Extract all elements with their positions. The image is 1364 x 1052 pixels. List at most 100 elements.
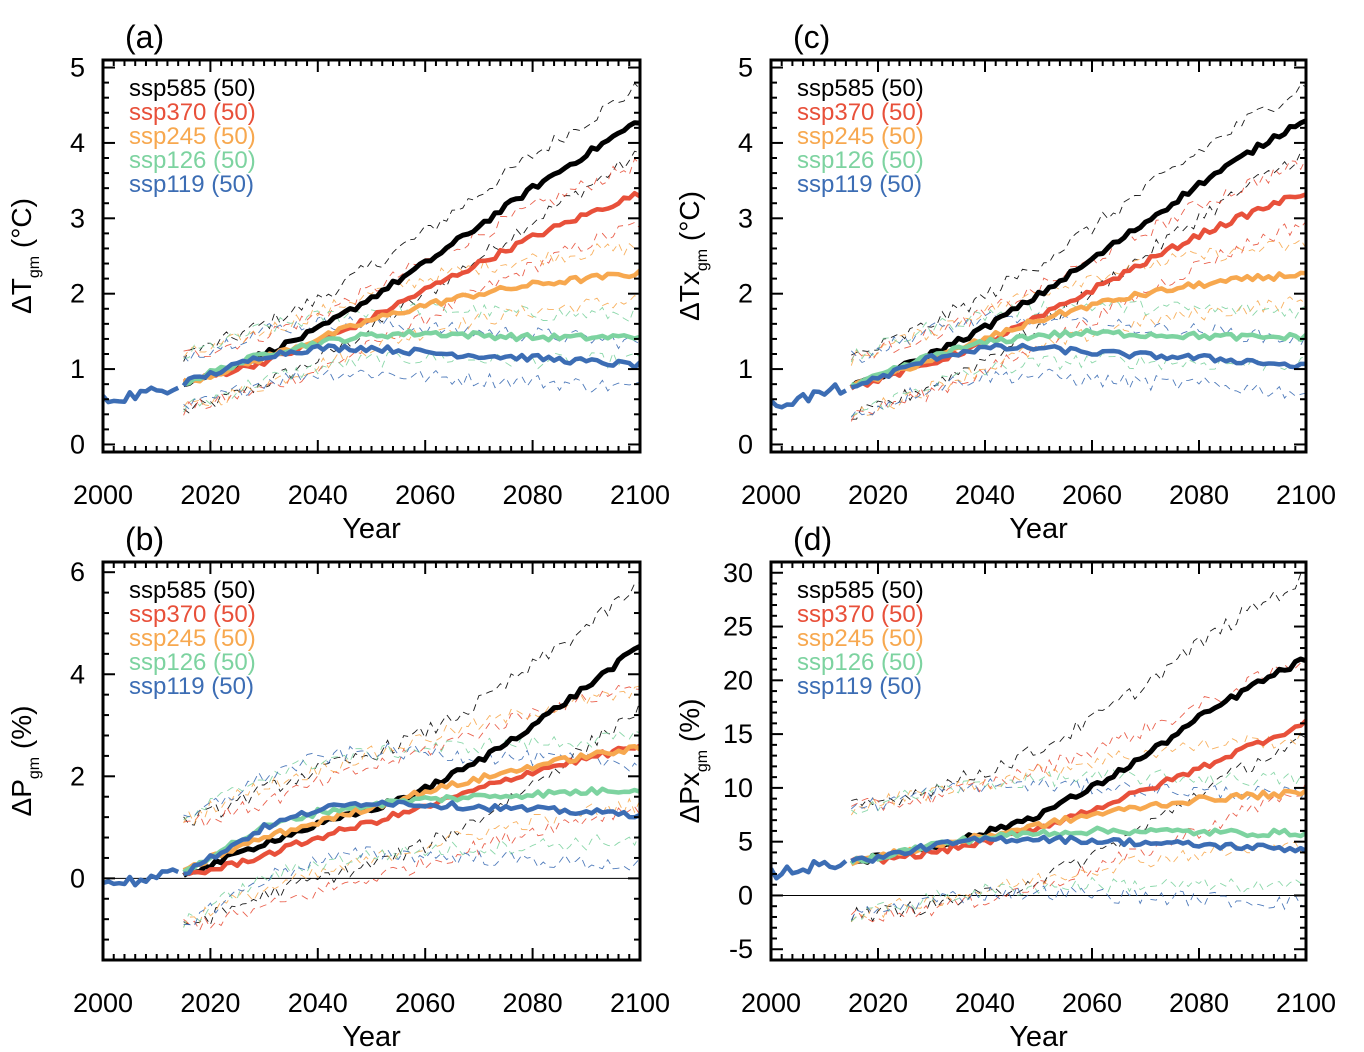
y-tick-label: 0: [70, 429, 85, 459]
x-tick-label: 2000: [73, 988, 133, 1018]
spread-line-ssp126: [183, 301, 640, 359]
x-tick-label: 2040: [955, 480, 1015, 510]
y-tick-label: 2: [70, 761, 85, 791]
legend-entry-ssp119: ssp119 (50): [797, 171, 922, 198]
y-tick-label: 5: [738, 827, 753, 857]
x-tick-label: 2080: [1169, 988, 1229, 1018]
legend-entry-ssp370: ssp370 (50): [797, 601, 924, 628]
legend-entry-ssp370: ssp370 (50): [129, 99, 256, 126]
spread-line-ssp119: [183, 315, 640, 363]
spread-line-ssp119: [183, 846, 640, 927]
y-tick-label: 0: [70, 863, 85, 893]
x-tick-label: 2060: [1062, 988, 1122, 1018]
legend-entry-ssp126: ssp126 (50): [797, 649, 924, 676]
series-line-ssp245: [182, 743, 640, 873]
legend-entry-ssp126: ssp126 (50): [797, 147, 924, 174]
series-line-ssp370: [849, 192, 1306, 391]
series-line-ssp119: [181, 343, 640, 387]
legend-entry-ssp245: ssp245 (50): [129, 625, 256, 652]
legend-entry-ssp585: ssp585 (50): [129, 75, 256, 102]
x-axis-label: Year: [342, 1021, 401, 1052]
legend-entry-ssp370: ssp370 (50): [797, 99, 924, 126]
y-tick-label: 25: [723, 612, 753, 642]
y-tick-label: 1: [738, 354, 753, 384]
legend-entry-ssp585: ssp585 (50): [797, 75, 924, 102]
historical-line: [771, 858, 848, 881]
x-tick-label: 2080: [503, 988, 563, 1018]
spread-line-ssp585: [183, 582, 640, 826]
x-tick-label: 2100: [610, 988, 670, 1018]
panel-label: (c): [793, 19, 830, 55]
series-line-ssp126: [183, 328, 640, 387]
spread-line-ssp245: [183, 242, 640, 359]
y-tick-label: 0: [738, 429, 753, 459]
x-tick-label: 2060: [395, 988, 455, 1018]
series-line-ssp119: [850, 834, 1306, 864]
x-tick-label: 2100: [1276, 988, 1336, 1018]
legend-entry-ssp585: ssp585 (50): [129, 577, 256, 604]
spread-line-ssp245: [850, 731, 1306, 816]
spread-line-ssp370: [850, 781, 1306, 923]
y-tick-label: 2: [70, 279, 85, 309]
series-line-ssp119: [850, 342, 1306, 390]
x-tick-label: 2000: [73, 480, 133, 510]
y-tick-label: -5: [729, 934, 753, 964]
y-tick-label: 5: [738, 53, 753, 83]
y-tick-label: 10: [723, 773, 753, 803]
spread-line-ssp126: [183, 832, 640, 928]
panel-c: 2000 2020 2040 2060 2080 2100 0 1 2 3 4 5 (c) Year ΔTx…: [674, 19, 1336, 545]
legend-entry-ssp245: ssp245 (50): [129, 123, 256, 150]
legend-entry-ssp126: ssp126 (50): [129, 147, 256, 174]
spread-line-ssp119: [850, 368, 1306, 418]
x-tick-label: 2020: [180, 988, 240, 1018]
plot-area: [103, 582, 640, 932]
y-tick-label: 20: [723, 665, 753, 695]
legend: ssp585 (50)ssp370 (50)ssp245 (50)ssp126 …: [129, 75, 256, 198]
legend-entry-ssp119: ssp119 (50): [129, 673, 254, 700]
series-line-ssp126: [850, 327, 1306, 389]
plot-area: [771, 573, 1306, 923]
x-axis-label: Year: [1009, 1021, 1068, 1052]
historical-line: [103, 385, 180, 405]
panel-b: 2000 2020 2040 2060 2080 2100 0 2 4 6 (b) Year ΔPgm …: [6, 521, 670, 1052]
spread-line-ssp370: [183, 806, 640, 932]
panel-label: (a): [125, 19, 164, 55]
x-tick-label: 2020: [180, 480, 240, 510]
y-tick-label: 4: [70, 128, 85, 158]
legend-entry-ssp370: ssp370 (50): [129, 601, 256, 628]
panel-a: 2000 2020 2040 2060 2080 2100 0 1 2 3 4 5 (a) Year ΔTg…: [6, 19, 670, 545]
plot-area: [771, 83, 1306, 422]
spread-line-ssp126: [183, 350, 640, 413]
spread-line-ssp245: [851, 296, 1306, 417]
y-tick-label: 4: [70, 659, 85, 689]
spread-line-ssp119: [850, 311, 1306, 364]
y-tick-label: 4: [738, 128, 753, 158]
legend: ssp585 (50)ssp370 (50)ssp245 (50)ssp126 …: [797, 75, 924, 198]
spread-line-ssp119: [850, 885, 1306, 921]
legend-entry-ssp245: ssp245 (50): [797, 625, 924, 652]
spread-line-ssp126: [851, 876, 1306, 922]
x-tick-label: 2100: [1276, 480, 1336, 510]
y-tick-label: 3: [738, 203, 753, 233]
y-tick-label: 2: [738, 279, 753, 309]
y-tick-label: 15: [723, 719, 753, 749]
y-axis-label: ΔTgm (°C): [6, 198, 43, 314]
x-tick-label: 2060: [1062, 480, 1122, 510]
spread-line-ssp370: [183, 684, 640, 829]
spread-line-ssp370: [851, 660, 1306, 812]
x-axis-label: Year: [1009, 513, 1068, 545]
spread-line-ssp245: [850, 239, 1306, 366]
x-tick-label: 2080: [503, 480, 563, 510]
y-axis-label: ΔPgm (%): [6, 706, 43, 817]
x-tick-label: 2020: [848, 480, 908, 510]
spread-line-ssp245: [183, 294, 640, 408]
spread-line-ssp126: [851, 352, 1306, 417]
series-line-ssp126: [849, 825, 1306, 866]
x-tick-label: 2100: [610, 480, 670, 510]
panel-label: (b): [125, 521, 164, 557]
x-tick-label: 2020: [848, 988, 908, 1018]
plot-area: [103, 82, 640, 416]
y-tick-label: 6: [70, 557, 85, 587]
y-axis-label: ΔPxgm (%): [674, 699, 711, 824]
